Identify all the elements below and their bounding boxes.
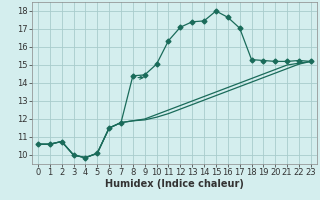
X-axis label: Humidex (Indice chaleur): Humidex (Indice chaleur) (105, 179, 244, 189)
